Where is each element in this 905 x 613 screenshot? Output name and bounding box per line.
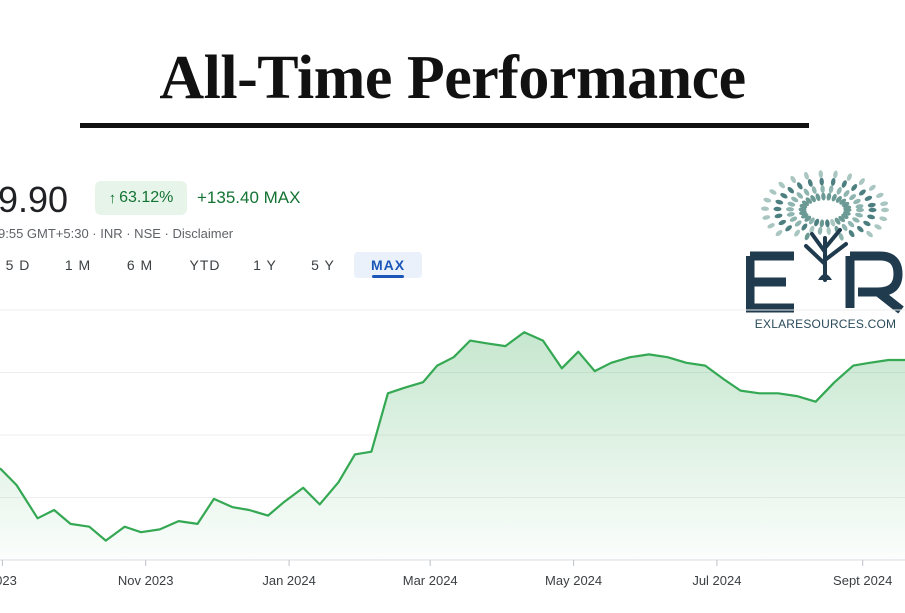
quote-meta: 9:55 GMT+5:30 · INR · NSE · Disclaimer (0, 226, 234, 241)
change-absolute: +135.40 MAX (197, 188, 301, 207)
x-tick-label: Jul 2024 (692, 573, 741, 588)
tab-ytd[interactable]: YTD (189, 257, 221, 273)
heading-underline (80, 123, 809, 128)
tab-5y[interactable]: 5 Y (311, 257, 335, 273)
change-percent: 63.12% (119, 189, 174, 206)
logo-wordmark: EXLARESOURCES.COM (754, 317, 897, 331)
x-axis-ticks (1, 560, 864, 566)
x-tick-label: Jan 2024 (262, 573, 316, 588)
tab-6m[interactable]: 6 M (126, 257, 154, 273)
price-chart: 2023 Nov 2023 Jan 2024 Mar 2024 May 2024 Jul … (0, 309, 905, 588)
price-line (0, 331, 905, 542)
change-percent-badge: ↑ 63.12% (95, 181, 187, 215)
x-tick-label: Sept 2024 (833, 573, 892, 588)
x-axis-labels: 2023 Nov 2023 Jan 2024 Mar 2024 May 2024 Jul … (0, 573, 892, 588)
x-tick-label: 2023 (0, 573, 17, 588)
price-area (0, 332, 905, 560)
x-tick-label: May 2024 (545, 573, 602, 588)
arrow-up-icon: ↑ (108, 189, 117, 207)
x-tick-label: Mar 2024 (403, 573, 458, 588)
page-heading: All-Time Performance (159, 44, 746, 112)
x-tick-label: Nov 2023 (118, 573, 174, 588)
tab-1m[interactable]: 1 M (64, 257, 92, 273)
tree-icon (746, 170, 904, 314)
tab-max[interactable]: MAX (354, 252, 422, 278)
tab-5d[interactable]: 5 D (5, 257, 31, 273)
tab-1y[interactable]: 1 Y (253, 257, 277, 273)
stock-price: 9.90 (0, 179, 69, 220)
